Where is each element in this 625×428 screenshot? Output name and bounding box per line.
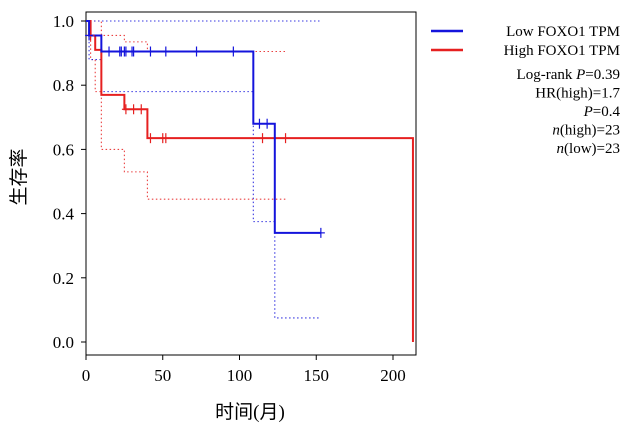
low-censor-mark: [263, 118, 272, 129]
low-censor-mark: [85, 30, 94, 41]
high-censor-mark: [258, 133, 267, 144]
x-tick-label: 50: [154, 366, 171, 385]
low-censor-mark: [146, 46, 155, 57]
stat-line: Log-rank P=0.39: [517, 67, 620, 83]
stat-line: P=0.4: [583, 104, 621, 120]
plot-frame: [85, 11, 417, 356]
x-tick-label: 150: [304, 366, 330, 385]
legend: Low FOXO1 TPM High FOXO1 TPM: [431, 24, 620, 59]
low-censor-mark: [161, 46, 170, 57]
stat-suffix: =0.4: [593, 104, 621, 120]
low-censor-mark: [255, 118, 264, 129]
y-tick-label: 0.8: [53, 76, 74, 95]
high-censor-mark: [146, 133, 155, 144]
y-tick-label: 0.0: [53, 333, 74, 352]
low-censor-mark: [229, 46, 238, 57]
stat-suffix: =0.39: [585, 67, 620, 83]
low-censor-mark: [105, 46, 114, 57]
high-censor-mark: [137, 104, 146, 115]
high-legend-label: High FOXO1 TPM: [504, 43, 620, 59]
stat-prefix: HR(high)=1.7: [535, 86, 620, 102]
censor-marks: [85, 30, 325, 238]
stat-italic: n: [557, 141, 565, 157]
plot-area: [85, 11, 417, 356]
low-censor-mark: [316, 227, 325, 238]
stat-line: n(low)=23: [557, 141, 620, 157]
y-tick-label: 0.6: [53, 140, 74, 159]
stat-suffix: (low)=23: [564, 141, 620, 157]
x-tick-label: 200: [380, 366, 406, 385]
y-tick-label: 1.0: [53, 12, 74, 31]
stat-italic: n: [552, 123, 560, 139]
low-censor-mark: [129, 46, 138, 57]
statistics-annotation: Log-rank P=0.39HR(high)=1.7P=0.4n(high)=…: [517, 67, 621, 157]
axes: 0 50 100 150 200 0.0 0.2 0.4 0.6 0.8 1.0: [53, 12, 406, 385]
high-censor-mark: [161, 133, 170, 144]
confidence-intervals: [86, 20, 321, 319]
stat-italic: P: [583, 104, 593, 120]
stat-line: n(high)=23: [552, 123, 620, 139]
y-axis-title: 生存率: [8, 148, 30, 205]
x-tick-label: 100: [227, 366, 253, 385]
stat-prefix: Log-rank: [517, 67, 577, 83]
stat-italic: P: [575, 67, 585, 83]
low-legend-label: Low FOXO1 TPM: [506, 24, 620, 40]
high-censor-mark: [121, 104, 130, 115]
high-censor-mark: [129, 104, 138, 115]
x-tick-label: 0: [82, 366, 91, 385]
x-axis-title: 时间(月): [215, 401, 285, 423]
survival-curves: [86, 20, 414, 342]
high-ci-lower: [86, 20, 286, 200]
stat-suffix: (high)=23: [560, 123, 620, 139]
high-censor-mark: [281, 133, 290, 144]
high-foxo1-curve: [86, 20, 414, 342]
y-tick-label: 0.2: [53, 269, 74, 288]
low-ci-lower: [86, 20, 321, 319]
y-tick-label: 0.4: [53, 205, 75, 224]
high-ci-upper: [86, 20, 286, 53]
low-censor-mark: [192, 46, 201, 57]
stat-line: HR(high)=1.7: [535, 86, 620, 102]
